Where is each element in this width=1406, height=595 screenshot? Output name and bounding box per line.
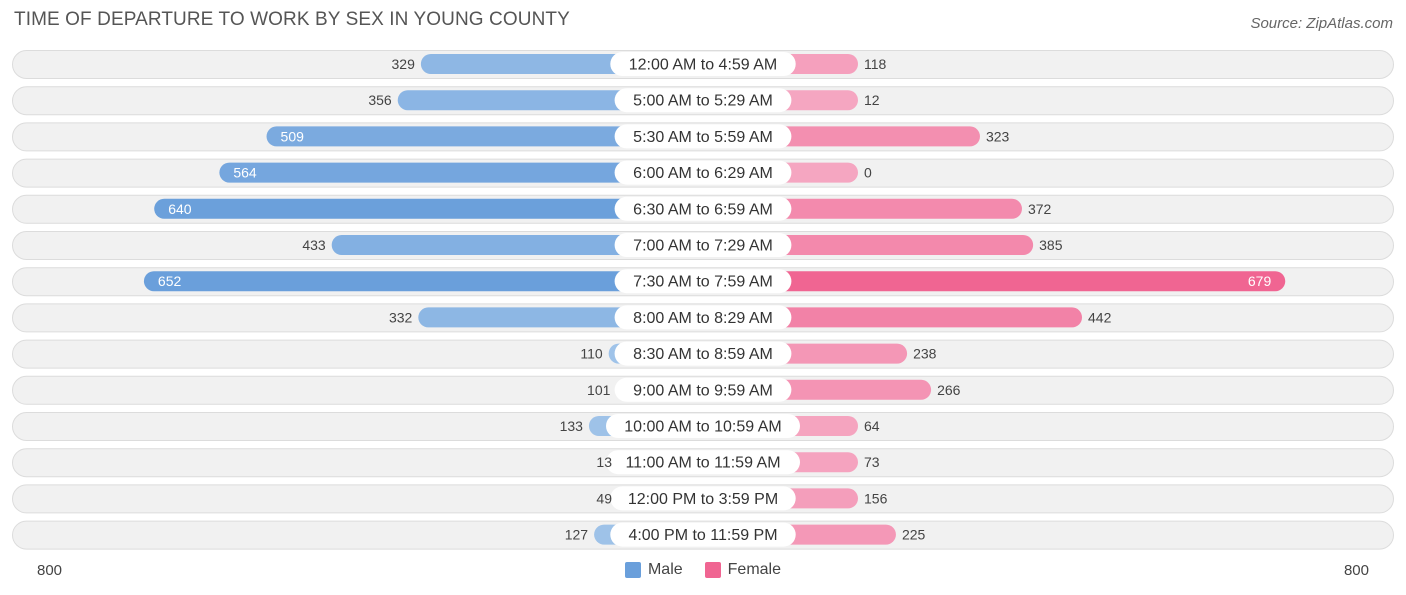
value-label-male: 332 <box>389 309 413 325</box>
category-pill <box>606 414 800 438</box>
category-pill <box>614 305 792 330</box>
value-label-female: 323 <box>986 128 1010 144</box>
value-label-male: 564 <box>233 165 257 181</box>
value-label-male: 356 <box>368 92 392 108</box>
category-pill <box>614 88 792 113</box>
category-pill <box>606 450 800 475</box>
bar-male <box>331 235 703 255</box>
bar-male <box>143 271 703 292</box>
value-label-male: 652 <box>158 273 182 289</box>
value-label-female: 266 <box>937 382 961 398</box>
category-pill <box>614 377 792 402</box>
value-label-female: 64 <box>864 418 880 434</box>
value-label-female: 0 <box>864 165 872 181</box>
legend-swatch-male <box>624 562 641 578</box>
value-label-female: 385 <box>1039 237 1063 253</box>
legend-swatch-female <box>704 562 721 578</box>
bar-male <box>154 198 703 219</box>
category-label: 12:00 PM to 3:59 PM <box>628 491 778 508</box>
value-label-male: 509 <box>281 128 305 144</box>
bar-female <box>703 307 1083 328</box>
category-label: 8:30 AM to 8:59 AM <box>633 346 773 363</box>
value-label-male: 329 <box>392 56 416 72</box>
category-label: 5:30 AM to 5:59 AM <box>633 129 773 146</box>
value-label-female: 238 <box>913 346 937 362</box>
chart-title: TIME OF DEPARTURE TO WORK BY SEX IN YOUN… <box>14 9 570 30</box>
category-pill <box>614 233 792 257</box>
value-label-female: 442 <box>1088 309 1112 325</box>
value-label-female: 12 <box>864 92 880 108</box>
category-pill <box>610 486 796 511</box>
value-label-female: 73 <box>864 454 880 470</box>
category-label: 6:00 AM to 6:29 AM <box>633 165 773 182</box>
category-pill <box>614 160 792 185</box>
category-pill <box>610 522 796 547</box>
value-label-male: 640 <box>168 201 192 217</box>
value-label-female: 372 <box>1028 201 1052 217</box>
value-label-male: 133 <box>560 418 584 434</box>
category-label: 11:00 AM to 11:59 AM <box>625 455 780 472</box>
legend-item-female: Female <box>704 561 782 579</box>
value-label-male: 101 <box>587 382 611 398</box>
category-pill <box>614 196 792 221</box>
value-label-male: 49 <box>596 490 612 506</box>
category-label: 8:00 AM to 8:29 AM <box>633 310 773 327</box>
value-label-female: 118 <box>864 56 887 72</box>
value-label-male: 110 <box>580 346 603 362</box>
bar-male <box>219 162 703 183</box>
category-pill <box>610 52 796 76</box>
value-label-male: 127 <box>565 527 589 543</box>
legend-label-male: Male <box>647 561 683 578</box>
category-label: 7:00 AM to 7:29 AM <box>633 238 773 255</box>
value-label-male: 13 <box>596 454 612 470</box>
legend-label-female: Female <box>727 561 782 578</box>
category-label: 9:00 AM to 9:59 AM <box>633 382 773 399</box>
bar-male <box>266 126 703 147</box>
category-label: 12:00 AM to 4:59 AM <box>629 57 778 74</box>
axis-right-label: 800 <box>1343 562 1369 579</box>
source-note: Source: ZipAtlas.com <box>1250 15 1393 32</box>
category-label: 10:00 AM to 10:59 AM <box>624 419 781 436</box>
category-label: 6:30 AM to 6:59 AM <box>633 201 773 218</box>
category-pill <box>614 269 792 294</box>
bar-female <box>703 271 1286 292</box>
value-label-female: 156 <box>864 490 888 506</box>
category-pill <box>614 341 792 366</box>
category-pill <box>614 124 792 149</box>
category-label: 5:00 AM to 5:29 AM <box>633 93 773 110</box>
value-label-male: 433 <box>302 237 326 253</box>
category-label: 4:00 PM to 11:59 PM <box>628 527 777 544</box>
category-label: 7:30 AM to 7:59 AM <box>633 274 773 291</box>
legend-item-male: Male <box>624 561 683 579</box>
value-label-female: 679 <box>1248 273 1272 289</box>
axis-left-label: 800 <box>37 562 63 579</box>
value-label-female: 225 <box>902 527 926 543</box>
legend: Male Female <box>0 561 1406 579</box>
